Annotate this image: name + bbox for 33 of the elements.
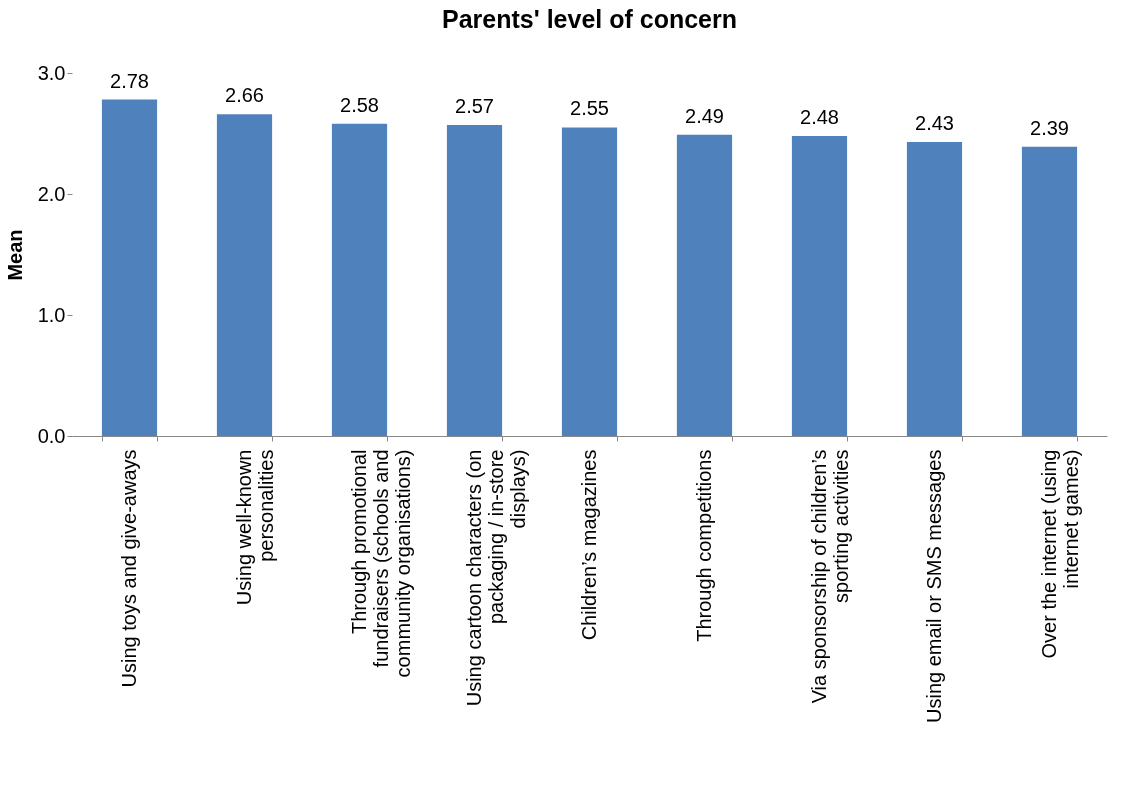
data-label: 2.39 [1030,116,1069,139]
x-tick-label: Through competitions [693,449,715,642]
data-label: 2.48 [800,105,839,128]
bar [446,125,503,436]
data-label: 2.43 [915,111,954,134]
data-label: 2.57 [455,95,494,118]
bar [331,123,388,436]
x-tick-label: Through promotional fundraisers (schools and community organisations) [348,449,414,678]
x-tick-label: Using cartoon characters (on packaging / in-store displays) [463,449,529,707]
x-tick-label: Via sponsorship of children’s sporting activities [808,449,852,704]
x-tick-label: Over the internet (using internet games) [1038,449,1082,659]
chart-title: Parents' level of concern [442,5,737,33]
x-tick-label: Using well-known personalities [233,449,277,606]
x-tick-label: Using email or SMS messages [923,449,945,723]
bar [561,127,618,436]
bar [101,99,158,436]
bar [906,141,963,436]
data-label: 2.58 [340,93,379,116]
data-label: 2.66 [225,84,264,107]
bar [1021,146,1078,436]
bar [216,114,273,436]
y-tick-label: 2.0 [37,182,66,205]
y-axis-title: Mean [3,229,26,281]
data-label: 2.55 [570,97,609,120]
x-tick-label: Using toys and give-aways [118,449,140,688]
y-tick-label: 0.0 [37,424,66,447]
bar [791,135,848,436]
x-tick-label: Children’s magazines [578,449,600,641]
bar [676,134,733,436]
y-tick-label: 1.0 [37,303,66,326]
data-label: 2.49 [685,104,724,127]
data-label: 2.78 [110,69,149,92]
y-tick-label: 3.0 [37,61,66,84]
